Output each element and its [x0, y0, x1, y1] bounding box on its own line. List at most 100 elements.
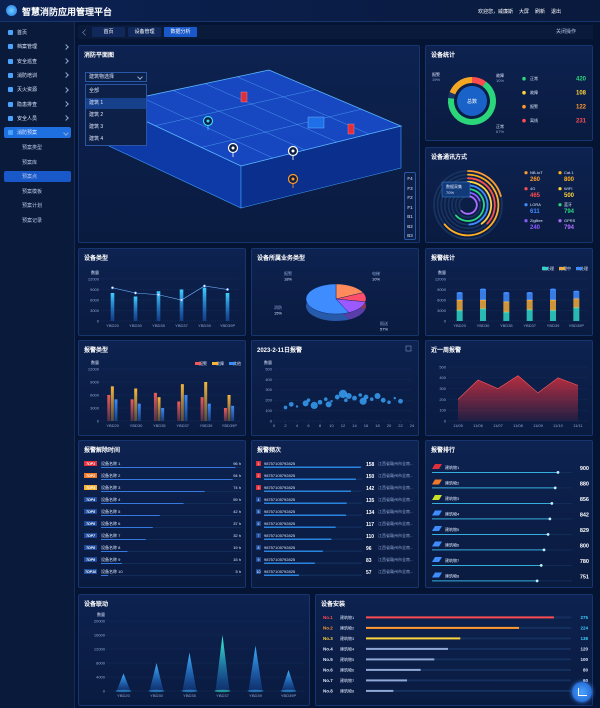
legend-value: 465 — [530, 193, 541, 199]
floor-button[interactable]: F1 — [407, 204, 413, 210]
floor-button[interactable]: F2 — [407, 195, 413, 200]
row-name: 建筑物5 — [340, 656, 355, 662]
x-tick-label: YBD30 — [150, 693, 163, 698]
bar — [207, 403, 211, 421]
y-tick-label: 12000 — [88, 276, 100, 281]
legend-dot — [558, 219, 562, 223]
rank-label: No.1 — [323, 615, 333, 620]
tab-scroll-left[interactable] — [82, 29, 89, 36]
rank-label: 5 — [258, 510, 260, 514]
bar-glow — [556, 471, 560, 474]
option-label: 全部 — [89, 88, 100, 94]
floating-action-button[interactable] — [572, 682, 592, 702]
row-id: 98757105792825 — [264, 569, 296, 574]
bar — [157, 397, 161, 421]
rank-label: TOP8 — [86, 546, 95, 550]
tab[interactable]: 首页 — [92, 27, 125, 37]
submenu-item[interactable]: 预案记录 — [4, 215, 71, 226]
spike-base — [247, 689, 264, 693]
row-id: 98757105792825 — [264, 521, 296, 526]
floor-button[interactable]: F3 — [407, 185, 413, 191]
bar — [264, 526, 336, 528]
menu-item[interactable]: 档案管理 — [4, 41, 71, 52]
bar-track — [264, 574, 362, 576]
legend-dot — [524, 187, 528, 191]
header-action[interactable]: 退出 — [551, 9, 562, 15]
room-wall — [236, 76, 370, 135]
x-tick-label: 12 — [341, 423, 346, 428]
tab-close-all[interactable]: 关闭操作 — [556, 29, 577, 35]
bar — [264, 478, 356, 480]
select-option[interactable]: 建筑 2 — [86, 110, 146, 121]
submenu-item[interactable]: 预案库 — [4, 157, 71, 168]
header-action[interactable]: 刷新 — [535, 9, 546, 15]
y-tick-label: 500 — [439, 364, 446, 369]
x-tick-label: 4 — [296, 423, 299, 428]
submenu-item[interactable]: 预案点 — [4, 171, 71, 182]
legend-label: 蓝牙 — [564, 201, 572, 207]
bar — [101, 479, 233, 480]
menu-item[interactable]: 首页 — [4, 27, 71, 38]
panel-graphic: TOP1 设备名称 1 96 h TOP2 设备名称 2 94 h TOP3 设备名称 3 74… — [84, 460, 241, 576]
floor-button[interactable]: F4 — [407, 176, 413, 181]
menu-item[interactable]: 灭火资源 — [4, 84, 71, 95]
select-option[interactable]: 建筑 3 — [86, 122, 146, 133]
row-value: 800 — [580, 544, 589, 550]
tab[interactable]: 设备管理 — [128, 27, 161, 37]
menu-icon — [8, 72, 13, 78]
select-option[interactable]: 建筑 4 — [86, 134, 146, 145]
floor-list: F4 F3 F2 F1 B1 B2 B3 — [404, 172, 416, 240]
y-tick-label: 6000 — [90, 297, 100, 302]
ring-bar — [467, 180, 493, 225]
floor-button[interactable]: B1 — [407, 214, 413, 219]
segment-percent: 67% — [496, 129, 504, 134]
menu-item[interactable]: 隐患排查 — [4, 99, 71, 110]
building-floor — [107, 69, 403, 167]
menu-label: 档案管理 — [17, 44, 38, 51]
menu-item[interactable]: 安全人员 — [4, 113, 71, 124]
stacked-bar — [573, 307, 580, 321]
floor-button[interactable]: B3 — [407, 233, 413, 238]
rank-label: No.5 — [323, 657, 333, 662]
rank-label: No.2 — [323, 626, 333, 631]
legend-label: 其他 — [233, 360, 241, 366]
spike — [248, 645, 263, 691]
submenu-item[interactable]: 预案计划 — [4, 200, 71, 211]
y-tick-label: 0 — [103, 688, 106, 693]
calendar-icon[interactable] — [405, 345, 412, 352]
panel-graphic: 0 3000 6000 9000 12000 YBD20 YBD30 YBD35 YBD37 YB… — [88, 269, 239, 328]
row-name: 建筑物7 — [445, 557, 460, 563]
info-sign — [307, 116, 325, 129]
x-tick-label: YBD35 — [500, 323, 513, 328]
bar — [101, 527, 153, 528]
building-select[interactable]: 建筑物选择 — [85, 72, 147, 82]
y-tick-label: 0 — [444, 418, 447, 423]
select-option[interactable]: 全部 — [86, 86, 146, 97]
row-value: 42 h — [233, 509, 241, 514]
stacked-bar — [573, 298, 580, 308]
x-tick-label: YBD37 — [176, 423, 189, 428]
rank-badge — [84, 533, 97, 538]
floor-button[interactable]: B2 — [407, 223, 413, 229]
bar — [264, 514, 347, 516]
menu-icon — [8, 101, 13, 107]
tab[interactable]: 数据分析 — [164, 27, 197, 37]
x-tick-label: 24 — [410, 423, 415, 428]
row-value: 83 — [366, 558, 372, 564]
menu-item[interactable]: 消防预案 — [4, 127, 71, 139]
line-point — [157, 293, 160, 297]
select-option[interactable]: 建筑 1 — [86, 98, 146, 109]
bar-track — [101, 515, 241, 516]
header-action[interactable]: 大屏 — [519, 9, 530, 15]
row-id: 98757105792825 — [264, 545, 296, 550]
rank-label: TOP4 — [86, 498, 95, 502]
y-axis-label: 数量 — [97, 611, 105, 617]
submenu-item[interactable]: 预案模板 — [4, 186, 71, 197]
rank-badge — [256, 569, 261, 574]
row-value: 856 — [580, 497, 589, 503]
menu-item[interactable]: 消防培训 — [4, 70, 71, 81]
menu-item[interactable]: 安全巡查 — [4, 56, 71, 67]
stacked-bar — [480, 300, 486, 309]
submenu-item[interactable]: 预案类型 — [4, 142, 71, 153]
row-name: 建筑物2 — [340, 625, 355, 631]
